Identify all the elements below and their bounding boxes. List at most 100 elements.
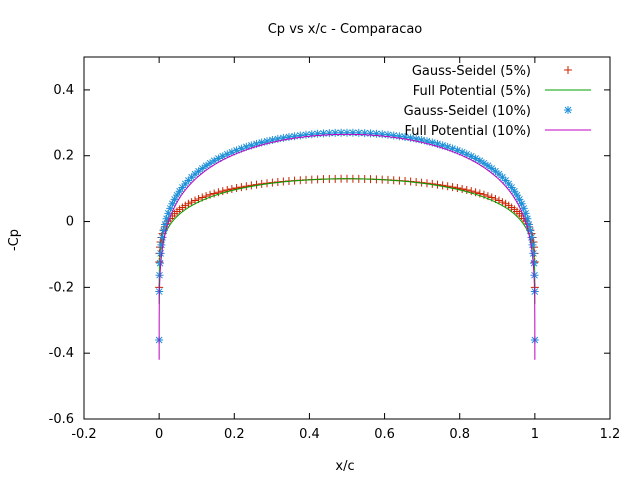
data-point-star (504, 179, 513, 188)
data-point-star (487, 164, 496, 173)
data-point-plus (227, 184, 236, 193)
series-marks (155, 128, 539, 360)
data-point-plus (242, 182, 251, 191)
data-point-star (510, 187, 519, 196)
data-point-star (202, 161, 211, 170)
data-point-star (164, 209, 173, 218)
data-point-plus (237, 183, 246, 192)
data-point-star (242, 142, 251, 151)
data-point-star (155, 271, 164, 280)
data-point-star (501, 176, 510, 185)
x-tick-label: -0.2 (71, 427, 96, 442)
data-point-star (223, 150, 232, 159)
series-3 (155, 128, 539, 345)
data-point-plus (184, 199, 193, 208)
data-point-plus (462, 186, 471, 195)
y-axis-label: -Cp (7, 229, 22, 251)
data-point-star (372, 129, 381, 138)
data-point-plus (247, 181, 256, 190)
data-point-star (494, 170, 503, 179)
data-point-star (523, 214, 532, 223)
data-point-star (343, 128, 351, 137)
data-point-plus (471, 188, 480, 197)
data-point-star (210, 156, 219, 165)
data-point-star (378, 130, 387, 139)
data-point-star (406, 133, 415, 142)
data-point-star (453, 146, 462, 155)
data-point-star (526, 226, 535, 235)
data-point-star (181, 179, 190, 188)
data-point-star (273, 134, 282, 143)
data-point-star (337, 128, 346, 137)
data-point-star (491, 167, 500, 176)
data-point-star (448, 144, 457, 153)
data-point-star (155, 259, 164, 268)
data-point-plus (191, 196, 200, 205)
data-point-star (348, 128, 357, 137)
data-point-star (191, 170, 200, 179)
data-point-star (366, 129, 375, 138)
legend-label: Full Potential (5%) (413, 84, 531, 99)
data-point-star (521, 209, 530, 218)
data-point-star (433, 139, 442, 148)
data-point-star (325, 129, 334, 138)
data-point-star (227, 148, 236, 157)
data-point-star (483, 161, 492, 170)
series-2 (158, 178, 536, 304)
data-point-plus (187, 198, 196, 207)
chart-title: Cp vs x/c - Comparacao (268, 22, 423, 37)
data-point-star (175, 187, 184, 196)
data-point-star (383, 130, 392, 139)
data-point-star (354, 128, 363, 137)
data-point-star (157, 240, 166, 249)
data-point-star (467, 152, 476, 161)
data-point-star (218, 152, 227, 161)
data-point-plus (458, 184, 467, 193)
data-point-star (166, 204, 175, 213)
x-tick-label: 0.4 (299, 427, 320, 442)
data-point-star (214, 154, 223, 163)
data-point-star (284, 133, 293, 142)
data-point-star (458, 148, 467, 157)
data-point-star (443, 142, 452, 151)
data-point-star (198, 164, 207, 173)
data-point-star (173, 191, 182, 200)
data-point-star (331, 128, 340, 137)
data-point-star (252, 139, 261, 148)
data-point-star (422, 137, 431, 146)
data-point-star (156, 249, 165, 258)
data-point-star (401, 133, 410, 142)
data-point-star (479, 159, 488, 168)
data-point-star (162, 214, 171, 223)
y-tick-label: -0.4 (49, 346, 74, 361)
x-tick-label: 1 (531, 427, 539, 442)
data-point-star (170, 195, 179, 204)
data-point-star (319, 129, 328, 138)
data-point-star (471, 154, 480, 163)
data-point-star (263, 137, 272, 146)
data-point-star (417, 136, 426, 145)
data-point-star (290, 132, 299, 141)
data-point-star (302, 130, 311, 139)
data-point-star (232, 146, 241, 155)
data-point-star (313, 129, 322, 138)
series-line (158, 133, 536, 360)
legend: Gauss-Seidel (5%) Full Potential (5%) Gaus… (404, 64, 591, 139)
data-point-star (527, 233, 536, 242)
y-tick-label: 0.4 (53, 83, 74, 98)
plot-frame (83, 56, 611, 420)
data-point-star (307, 130, 316, 139)
data-point-star (187, 173, 196, 182)
data-point-star (161, 220, 170, 229)
y-tick-label: -0.2 (49, 280, 74, 295)
data-point-star (296, 131, 305, 140)
series-4 (158, 133, 536, 360)
x-axis-label: x/c (335, 459, 354, 474)
series-line (158, 178, 536, 304)
y-tick-label: 0 (66, 215, 74, 230)
data-point-star (528, 240, 537, 249)
data-point-plus (232, 184, 241, 193)
data-point-star (268, 136, 277, 145)
data-point-star (159, 226, 168, 235)
